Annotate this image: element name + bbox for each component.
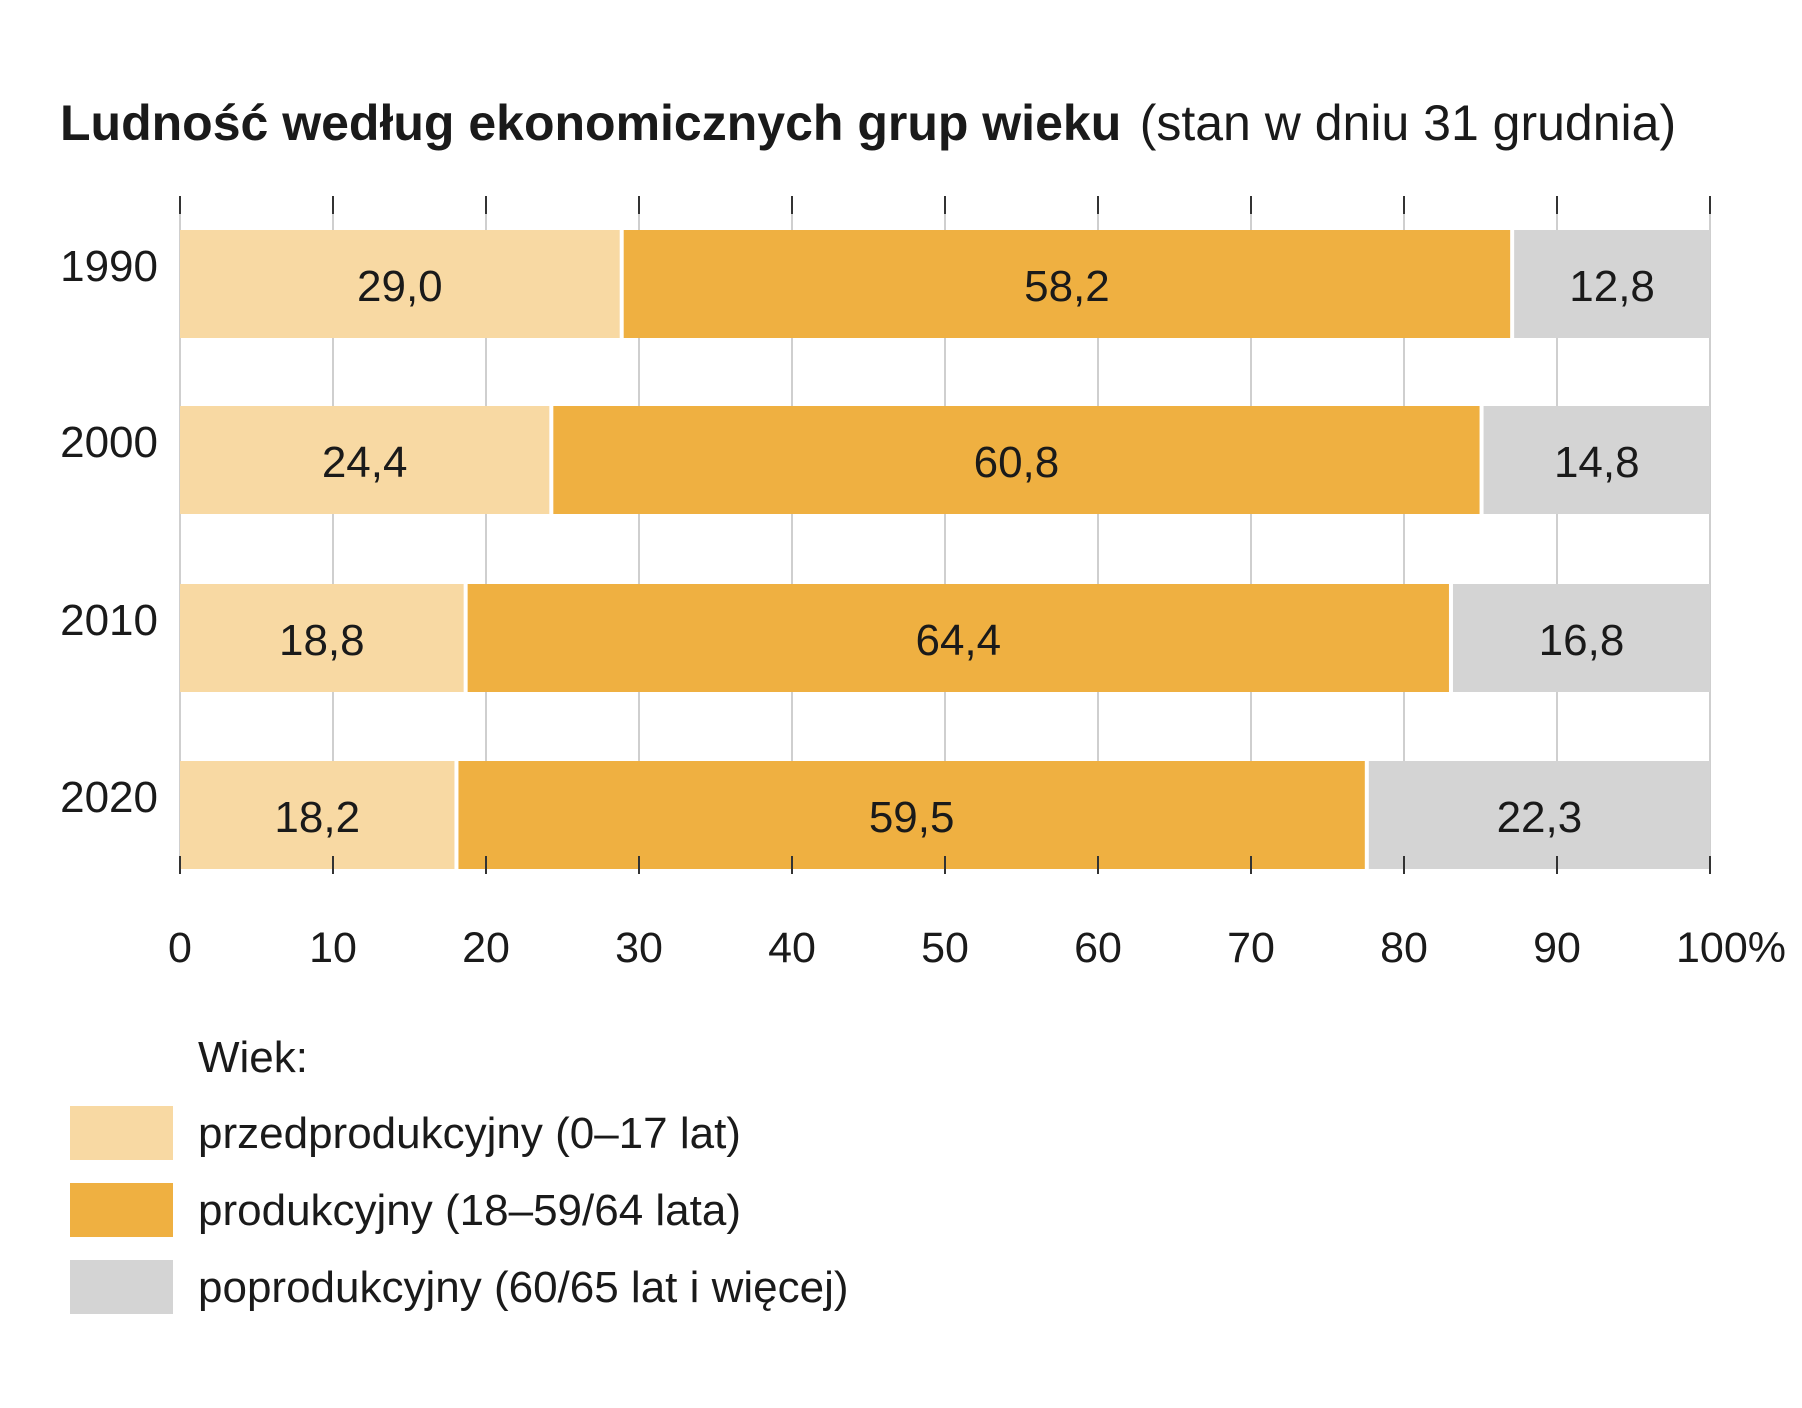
chart-title-main: Ludność według ekonomicznych grup wieku	[60, 95, 1121, 151]
bar-2000-series-2	[553, 406, 1480, 514]
value-label-2000-series-2: 60,8	[974, 438, 1060, 487]
value-label-2020-series-3: 22,3	[1497, 793, 1583, 842]
x-tick-label-50: 50	[921, 924, 969, 972]
bar-2000-series-3	[1483, 406, 1710, 514]
value-label-2000-series-3: 14,8	[1554, 438, 1640, 487]
value-label-1990-series-1: 29,0	[357, 262, 443, 311]
value-label-2010-series-1: 18,8	[279, 616, 365, 665]
value-label-1990-series-3: 12,8	[1569, 262, 1655, 311]
value-label-2020-series-1: 18,2	[274, 793, 360, 842]
bar-2010-series-2	[467, 584, 1449, 692]
bars-group: 29,0 58,2 12,8 24,4 60,8 14,8 18,8 64,4 16,8 18,2…	[180, 230, 1710, 869]
bar-1990-series-3	[1514, 230, 1710, 338]
x-tick-label-90: 90	[1533, 924, 1581, 972]
value-label-2000-series-1: 24,4	[322, 438, 408, 487]
x-tick-label-20: 20	[462, 924, 510, 972]
legend-swatch-series-2	[70, 1183, 173, 1237]
value-label-2020-series-2: 59,5	[869, 793, 955, 842]
bar-1990-series-2	[623, 230, 1511, 338]
bar-2010-series-3	[1452, 584, 1710, 692]
chart-title-subtitle: (stan w dniu 31 grudnia)	[1140, 95, 1676, 151]
x-tick-label-0: 0	[168, 924, 192, 972]
year-label-2020: 2020	[60, 773, 158, 822]
bar-2020-series-2	[458, 761, 1365, 869]
legend-label-series-1: przedprodukcyjny (0–17 lat)	[198, 1109, 741, 1158]
legend: Wiek: przedprodukcyjny (0–17 lat) produkc…	[70, 1033, 849, 1314]
legend-label-series-2: produkcyjny (18–59/64 lata)	[198, 1186, 741, 1235]
year-labels: 1990 2000 2010 2020	[60, 242, 158, 822]
legend-title: Wiek:	[198, 1033, 308, 1082]
bar-2020-series-3	[1368, 761, 1710, 869]
year-label-2010: 2010	[60, 596, 158, 645]
x-tick-label-40: 40	[768, 924, 816, 972]
x-tick-label-80: 80	[1380, 924, 1428, 972]
value-label-1990-series-2: 58,2	[1024, 262, 1110, 311]
legend-label-series-3: poprodukcyjny (60/65 lat i więcej)	[198, 1263, 849, 1312]
value-label-2010-series-2: 64,4	[915, 616, 1001, 665]
bar-2010-series-1	[180, 584, 464, 692]
year-label-1990: 1990	[60, 242, 158, 291]
bar-1990-series-1	[180, 230, 620, 338]
bar-2000-series-1	[180, 406, 550, 514]
x-tick-label-70: 70	[1227, 924, 1275, 972]
value-label-2010-series-3: 16,8	[1539, 616, 1625, 665]
chart-title: Ludność według ekonomicznych grup wieku …	[60, 95, 1676, 151]
x-tick-label-30: 30	[615, 924, 663, 972]
year-label-2000: 2000	[60, 418, 158, 467]
legend-swatch-series-1	[70, 1106, 173, 1160]
x-axis: 0 10 20 30 40 50 60 70 80 90 100%	[168, 196, 1786, 972]
legend-swatch-series-3	[70, 1260, 173, 1314]
bar-2020-series-1	[180, 761, 455, 869]
x-tick-label-100: 100%	[1676, 924, 1786, 972]
x-tick-label-60: 60	[1074, 924, 1122, 972]
x-tick-label-10: 10	[309, 924, 357, 972]
